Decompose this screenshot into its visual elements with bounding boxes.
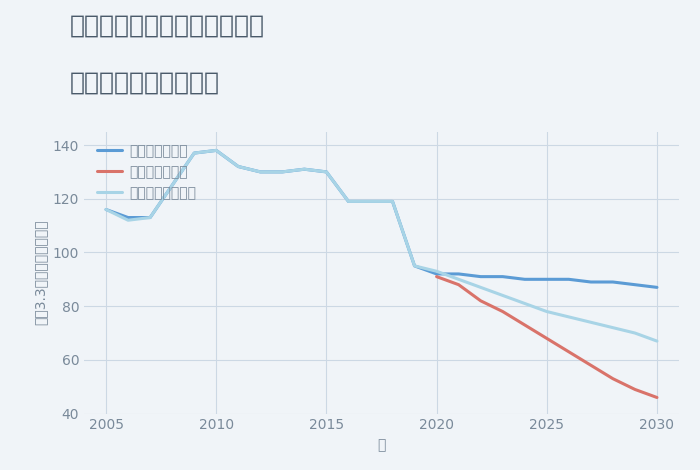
バッドシナリオ	[542, 336, 551, 341]
グッドシナリオ	[477, 274, 485, 280]
ノーマルシナリオ	[278, 169, 286, 175]
グッドシナリオ	[146, 215, 154, 220]
ノーマルシナリオ	[212, 148, 220, 153]
ノーマルシナリオ	[389, 199, 397, 204]
ノーマルシナリオ	[146, 215, 154, 220]
ノーマルシナリオ	[124, 218, 132, 223]
グッドシナリオ	[168, 182, 176, 188]
X-axis label: 年: 年	[377, 438, 386, 452]
グッドシナリオ	[542, 276, 551, 282]
グッドシナリオ	[366, 199, 375, 204]
グッドシナリオ	[587, 279, 595, 285]
バッドシナリオ	[653, 395, 662, 400]
グッドシナリオ	[256, 169, 265, 175]
Text: 中古戸建ての価格推移: 中古戸建ての価格推移	[70, 70, 220, 94]
ノーマルシナリオ	[477, 284, 485, 290]
ノーマルシナリオ	[631, 330, 639, 336]
バッドシナリオ	[498, 309, 507, 314]
グッドシナリオ	[521, 276, 529, 282]
グッドシナリオ	[212, 148, 220, 153]
ノーマルシナリオ	[410, 263, 419, 269]
Legend: グッドシナリオ, バッドシナリオ, ノーマルシナリオ: グッドシナリオ, バッドシナリオ, ノーマルシナリオ	[97, 144, 196, 200]
グッドシナリオ	[653, 284, 662, 290]
ノーマルシナリオ	[433, 268, 441, 274]
バッドシナリオ	[433, 274, 441, 280]
グッドシナリオ	[234, 164, 242, 169]
バッドシナリオ	[477, 298, 485, 304]
ノーマルシナリオ	[102, 207, 110, 212]
グッドシナリオ	[433, 271, 441, 277]
バッドシナリオ	[631, 387, 639, 392]
バッドシナリオ	[565, 349, 573, 355]
グッドシナリオ	[389, 199, 397, 204]
バッドシナリオ	[454, 282, 463, 288]
グッドシナリオ	[344, 199, 353, 204]
ノーマルシナリオ	[609, 325, 617, 330]
グッドシナリオ	[454, 271, 463, 277]
ノーマルシナリオ	[565, 314, 573, 320]
ノーマルシナリオ	[234, 164, 242, 169]
ノーマルシナリオ	[521, 301, 529, 306]
グッドシナリオ	[102, 207, 110, 212]
Line: グッドシナリオ: グッドシナリオ	[106, 150, 657, 287]
ノーマルシナリオ	[300, 166, 309, 172]
ノーマルシナリオ	[366, 199, 375, 204]
グッドシナリオ	[410, 263, 419, 269]
グッドシナリオ	[190, 150, 198, 156]
バッドシナリオ	[587, 362, 595, 368]
グッドシナリオ	[498, 274, 507, 280]
グッドシナリオ	[609, 279, 617, 285]
グッドシナリオ	[631, 282, 639, 288]
ノーマルシナリオ	[190, 150, 198, 156]
ノーマルシナリオ	[454, 276, 463, 282]
バッドシナリオ	[521, 322, 529, 328]
バッドシナリオ	[609, 376, 617, 382]
ノーマルシナリオ	[322, 169, 330, 175]
Line: ノーマルシナリオ: ノーマルシナリオ	[106, 150, 657, 341]
ノーマルシナリオ	[344, 199, 353, 204]
グッドシナリオ	[278, 169, 286, 175]
グッドシナリオ	[124, 215, 132, 220]
Text: 兵庫県尼崎市武庫之荘本町の: 兵庫県尼崎市武庫之荘本町の	[70, 14, 265, 38]
ノーマルシナリオ	[256, 169, 265, 175]
Y-axis label: 坪（3.3㎡）単価（万円）: 坪（3.3㎡）単価（万円）	[33, 220, 47, 325]
グッドシナリオ	[565, 276, 573, 282]
ノーマルシナリオ	[653, 338, 662, 344]
ノーマルシナリオ	[498, 293, 507, 298]
グッドシナリオ	[300, 166, 309, 172]
ノーマルシナリオ	[542, 309, 551, 314]
Line: バッドシナリオ: バッドシナリオ	[437, 277, 657, 398]
ノーマルシナリオ	[587, 320, 595, 325]
ノーマルシナリオ	[168, 182, 176, 188]
グッドシナリオ	[322, 169, 330, 175]
